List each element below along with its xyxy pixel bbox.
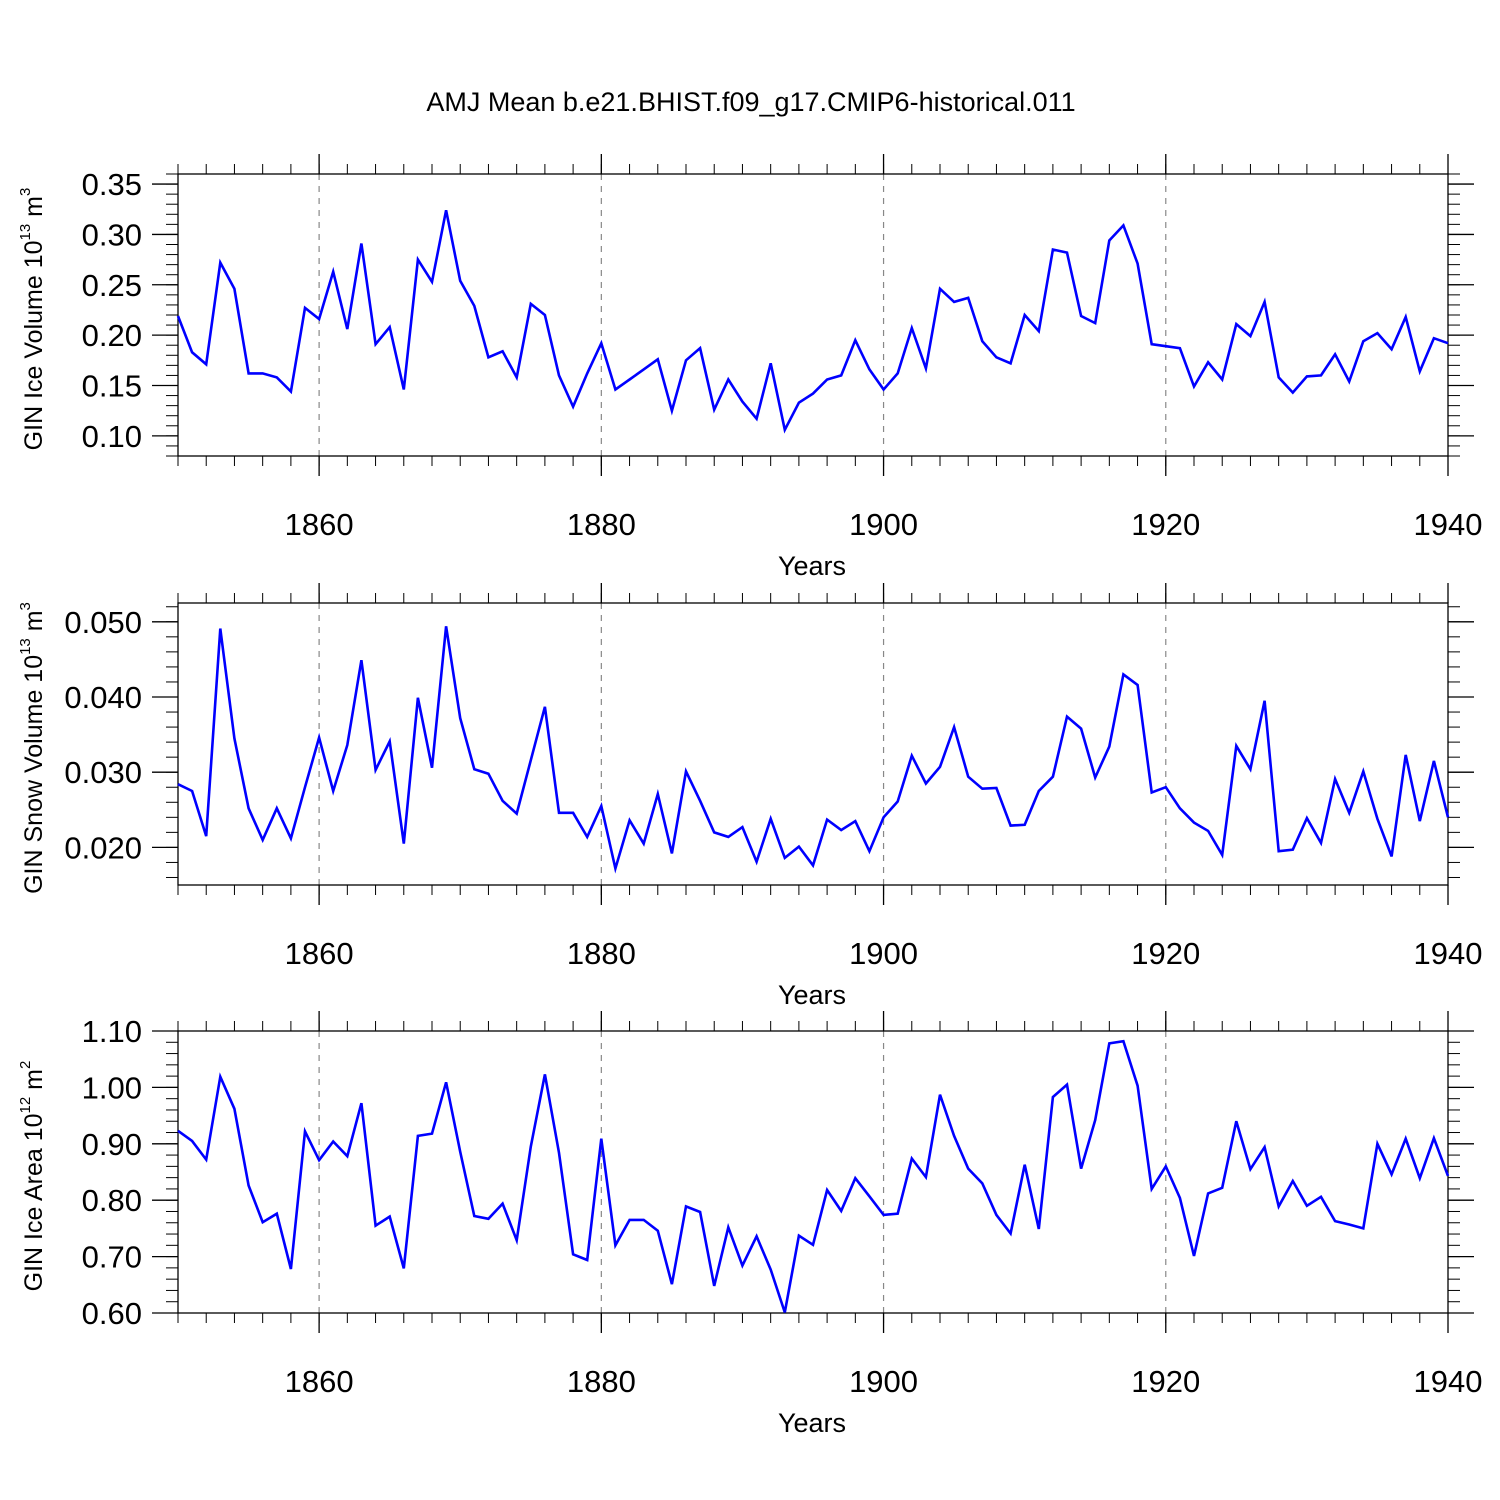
y-axis-label-text: m [20,1069,48,1097]
chart-3-y-tick-label: 0.90 [82,1127,142,1162]
chart-1-x-tick-label: 1940 [1414,507,1483,542]
chart-2-y-tick-label: 0.030 [64,755,142,790]
chart-3-x-tick-label: 1860 [285,1364,354,1399]
y-axis-label-text: m [20,610,48,638]
y-axis-label-text: GIN Snow Volume 10 [20,655,48,894]
chart-panel-2: 1860 1880 1900 1920 1940 0.020 0.030 0.040 0.050… [17,583,1482,1010]
y-axis-label-text: GIN Ice Volume 10 [20,240,48,450]
chart-1-x-tick-label: 1880 [567,507,636,542]
chart-3-x-tick-label: 1920 [1131,1364,1200,1399]
chart-2-y-axis-label: GIN Snow Volume 1013 m3 [17,602,48,894]
chart-1-x-axis-label: Years [778,551,846,581]
chart-3-x-tick-label: 1940 [1414,1364,1483,1399]
chart-3-y-tick-label: 0.80 [82,1183,142,1218]
chart-3-y-axis-label: GIN Ice Area 1012 m2 [17,1061,48,1292]
chart-2-y-tick-label: 0.050 [64,605,142,640]
chart-2-y-tick-label: 0.040 [64,680,142,715]
chart-1-y-axis-label: GIN Ice Volume 1013 m3 [17,188,48,451]
chart-1-series-line [176,210,1449,434]
chart-2-series-line [177,626,1450,874]
y-axis-label-superscript: 3 [17,188,34,196]
chart-1-y-tick-label: 0.15 [82,369,142,404]
y-axis-label-text: m [20,196,48,224]
chart-panel-3: 1860 1880 1900 1920 1940 0.60 0.70 0.80 0.90 1.00… [17,1011,1482,1438]
chart-3-y-tick-label: 1.10 [82,1014,142,1049]
chart-1-y-tick-label: 0.35 [82,167,142,202]
chart-1-x-tick-label: 1860 [285,507,354,542]
y-axis-label-superscript: 13 [17,224,34,241]
chart-1-y-tick-label: 0.10 [82,419,142,454]
chart-2-x-tick-label: 1920 [1131,936,1200,971]
chart-3-y-tick-label: 1.00 [82,1070,142,1105]
chart-2-y-tick-label: 0.020 [64,830,142,865]
y-axis-label-text: GIN Ice Area 10 [20,1113,48,1291]
chart-3-x-tick-label: 1900 [849,1364,918,1399]
chart-2-x-tick-label: 1940 [1414,936,1483,971]
chart-3-y-tick-label: 0.60 [82,1296,142,1331]
chart-3-plot-frame [177,1030,1449,1314]
y-axis-label-superscript: 2 [17,1061,34,1069]
chart-2-x-axis-label: Years [778,980,846,1010]
chart-panel-1: 1860 1880 1900 1920 1940 0.10 0.15 0.20 0.25 0.30… [17,154,1482,581]
chart-2-x-tick-label: 1860 [285,936,354,971]
chart-1-y-tick-label: 0.30 [82,217,142,252]
chart-3-series-line [177,1039,1450,1313]
chart-1-plot-frame [177,173,1449,457]
chart-3-x-tick-label: 1880 [567,1364,636,1399]
y-axis-label-superscript: 12 [17,1097,34,1114]
chart-1-x-tick-label: 1920 [1131,507,1200,542]
chart-1-y-tick-label: 0.25 [82,268,142,303]
chart-1-x-tick-label: 1900 [849,507,918,542]
chart-3-y-tick-label: 0.70 [82,1240,142,1275]
y-axis-label-superscript: 3 [17,602,34,610]
chart-2-plot-frame [177,602,1449,886]
chart-2-x-tick-label: 1880 [567,936,636,971]
chart-1-y-tick-label: 0.20 [82,318,142,353]
panels: 1860 1880 1900 1920 1940 0.10 0.15 0.20 0.25 0.30… [17,154,1482,1438]
chart-3-x-axis-label: Years [778,1408,846,1438]
y-axis-label-superscript: 13 [17,638,34,655]
chart-2-x-tick-label: 1900 [849,936,918,971]
figure-title: AMJ Mean b.e21.BHIST.f09_g17.CMIP6-histo… [426,87,1075,117]
